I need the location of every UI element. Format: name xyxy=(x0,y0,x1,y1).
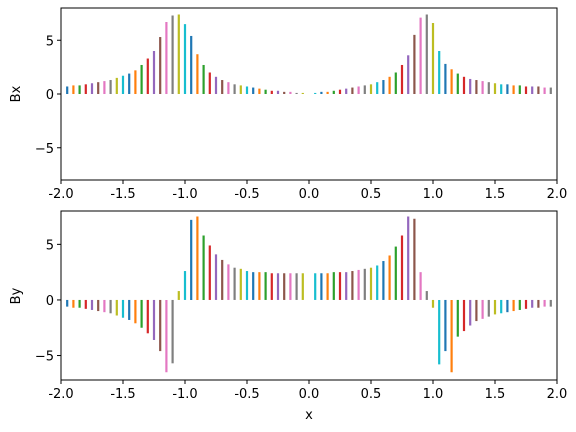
x-tick-label: 0.0 xyxy=(299,187,320,202)
x-tick-label: -1.5 xyxy=(110,387,135,402)
x-tick-label: 0.0 xyxy=(299,387,320,402)
x-tick-label: -2.0 xyxy=(48,187,73,202)
by-y-axis-label: By xyxy=(9,287,24,304)
y-tick-label: 5 xyxy=(46,34,54,49)
y-tick-label: −5 xyxy=(35,142,54,157)
by-bars xyxy=(66,216,552,373)
bx-bars xyxy=(66,14,552,94)
by-x-axis-label: x xyxy=(305,408,313,423)
x-tick-label: -1.0 xyxy=(172,187,197,202)
x-tick-label: -1.0 xyxy=(172,387,197,402)
x-tick-label: 2.0 xyxy=(547,187,568,202)
x-tick-label: -2.0 xyxy=(48,387,73,402)
x-tick-label: -0.5 xyxy=(234,187,259,202)
bx-y-ticks: 5 0 −5 xyxy=(35,34,61,157)
x-tick-label: 1.5 xyxy=(485,387,506,402)
x-tick-label: 2.0 xyxy=(547,387,568,402)
bx-x-ticks: -2.0 -1.5 -1.0 -0.5 0.0 0.5 1.0 1.5 2.0 xyxy=(48,180,567,202)
x-tick-label: 1.0 xyxy=(423,387,444,402)
x-tick-label: 0.5 xyxy=(361,187,382,202)
subplot-by: -2.0 -1.5 -1.0 -0.5 0.0 0.5 1.0 1.5 2.0 50−5 By … xyxy=(9,210,567,423)
y-tick-label: 5 xyxy=(46,238,54,253)
y-tick-label: −5 xyxy=(35,350,54,365)
bx-y-axis-label: Bx xyxy=(9,85,24,102)
by-x-ticks: -2.0 -1.5 -1.0 -0.5 0.0 0.5 1.0 1.5 2.0 xyxy=(48,380,567,402)
x-tick-label: 1.5 xyxy=(485,187,506,202)
x-tick-label: -0.5 xyxy=(234,387,259,402)
x-tick-label: -1.5 xyxy=(110,187,135,202)
x-tick-label: 0.5 xyxy=(361,387,382,402)
y-tick-label: 0 xyxy=(46,88,54,103)
x-tick-label: 1.0 xyxy=(423,187,444,202)
y-tick-label: 0 xyxy=(46,294,54,309)
by-y-ticks: 5 0 −5 xyxy=(35,238,61,365)
subplot-bx: -2.0 -1.5 -1.0 -0.5 0.0 0.5 1.0 1.5 2.0 5 0 −5 Bx xyxy=(9,7,567,202)
